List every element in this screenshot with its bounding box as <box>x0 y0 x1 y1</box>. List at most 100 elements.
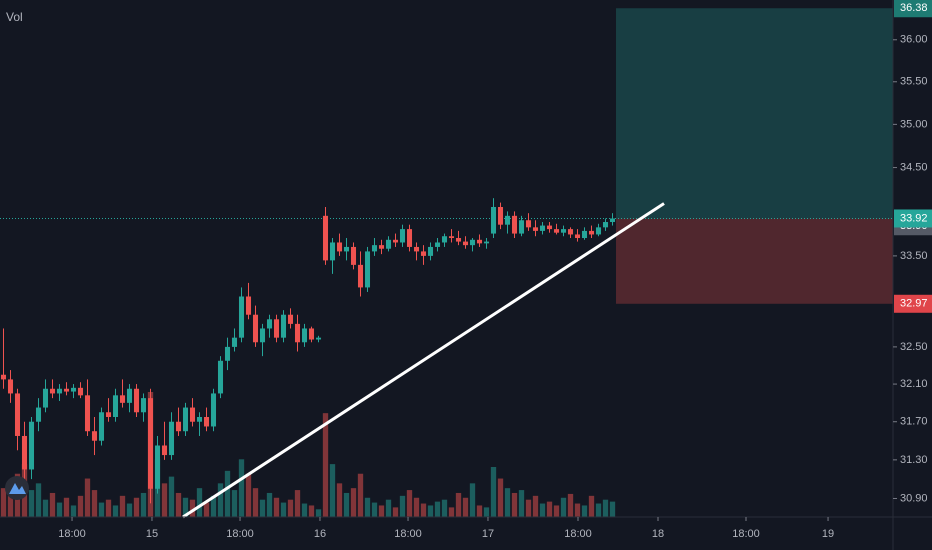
y-tick-label: 34.50 <box>900 161 928 173</box>
volume-bar <box>49 492 56 517</box>
volume-bar <box>448 507 455 517</box>
volume-bar <box>546 501 553 517</box>
y-tick-label: 36.00 <box>900 34 928 46</box>
stop-label-box <box>894 294 932 313</box>
candle-body <box>84 395 91 432</box>
candle-body <box>371 245 378 252</box>
stop-zone <box>616 218 893 304</box>
candle-body <box>434 242 441 247</box>
candle-body <box>399 229 406 243</box>
target-label-box <box>894 0 932 18</box>
volume-bar <box>567 493 574 517</box>
candle-body <box>98 412 105 441</box>
volume-bar <box>35 483 42 517</box>
x-tick-label: 18 <box>652 528 664 540</box>
candle-body <box>385 239 392 249</box>
candle-body <box>273 319 280 338</box>
volume-bar <box>273 497 280 517</box>
volume-bar <box>399 495 406 517</box>
volume-bar <box>378 505 385 517</box>
volume-bar <box>189 499 196 517</box>
volume-bar <box>413 497 420 517</box>
candle-body <box>315 337 322 340</box>
volume-bar <box>210 495 217 517</box>
volume-bar <box>490 467 497 517</box>
candle-body <box>280 314 287 338</box>
candle-body <box>112 395 119 417</box>
y-tick-label: 30.90 <box>900 492 928 504</box>
volume-bar <box>42 499 49 517</box>
candle-body <box>392 239 399 243</box>
volume-bar <box>308 505 315 517</box>
candle-body <box>308 328 315 340</box>
volume-bar <box>140 492 147 517</box>
x-tick-label: 19 <box>822 528 834 540</box>
volume-bar <box>539 503 546 517</box>
candle-body <box>266 319 273 329</box>
volume-bar <box>525 499 532 517</box>
volume-bar <box>392 507 399 517</box>
y-tick-label: 32.10 <box>900 378 928 390</box>
entry-label-box <box>894 209 932 228</box>
candle-body <box>56 388 63 394</box>
candle-body <box>462 241 469 246</box>
candle-body <box>105 412 112 417</box>
volume-bar <box>364 497 371 517</box>
candle-body <box>287 314 294 324</box>
volume-bar <box>70 505 77 517</box>
volume-bar <box>574 503 581 517</box>
x-tick-label: 18:00 <box>564 528 592 540</box>
volume-bar <box>0 488 7 517</box>
candle-body <box>161 445 168 456</box>
volume-bar <box>182 497 189 517</box>
volume-bar <box>420 503 427 517</box>
logo[interactable] <box>5 476 29 500</box>
candle-body <box>168 421 175 456</box>
volume-bar <box>119 495 126 517</box>
candle-body <box>119 395 126 403</box>
candle-body <box>154 445 161 489</box>
target-label: 36.38 <box>900 2 928 14</box>
candle-body <box>224 346 231 361</box>
plot <box>0 8 893 519</box>
x-tick-label: 18:00 <box>58 528 86 540</box>
candle-body <box>469 239 476 246</box>
candle-body <box>567 229 574 235</box>
candle-body <box>581 230 588 239</box>
volume-bar <box>259 499 266 517</box>
volume-bar <box>266 492 273 517</box>
candle-body <box>364 251 371 288</box>
volume-bar <box>203 502 210 517</box>
volume-bar <box>287 499 294 517</box>
volume-bar <box>483 507 490 517</box>
candle-body <box>322 215 329 261</box>
logo-icon[interactable] <box>9 483 26 494</box>
candle-body <box>245 296 252 315</box>
candle-body <box>448 236 455 239</box>
candle-body <box>336 242 343 252</box>
candle-body <box>329 242 336 261</box>
candle-body <box>42 388 49 408</box>
candle-body <box>175 421 182 432</box>
volume-bar <box>357 473 364 517</box>
volume-bar <box>588 495 595 517</box>
volume-bar <box>595 503 602 517</box>
trend-line <box>182 202 665 519</box>
volume-bar <box>63 497 70 517</box>
volume-bar <box>518 490 525 517</box>
candle-body <box>63 388 70 392</box>
candle-body <box>238 296 245 338</box>
volume-bar <box>511 492 518 517</box>
x-tick-label: 15 <box>146 528 158 540</box>
candle-body <box>196 416 203 422</box>
candle-body <box>406 229 413 247</box>
volume-bar <box>343 492 350 517</box>
candle-body <box>553 229 560 233</box>
candle-body <box>28 421 35 470</box>
y-tick-label: 33.50 <box>900 250 928 262</box>
candle-body <box>357 264 364 288</box>
volume-bar <box>504 488 511 517</box>
volume-bar <box>462 497 469 517</box>
y-tick-label: 32.50 <box>900 341 928 353</box>
